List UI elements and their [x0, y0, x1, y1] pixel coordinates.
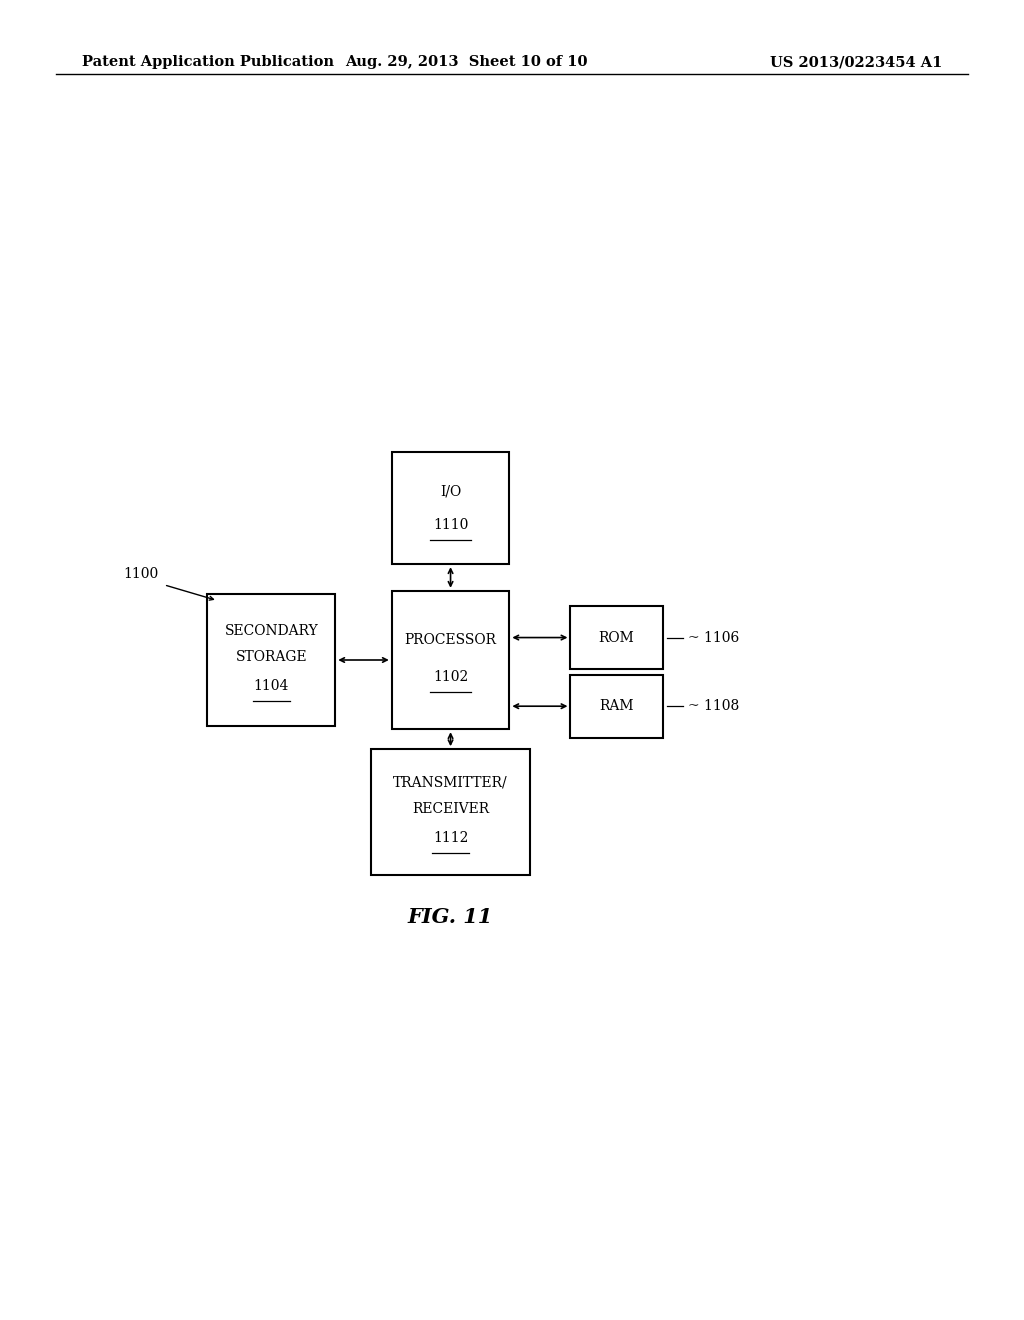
Bar — [570, 675, 663, 738]
Text: US 2013/0223454 A1: US 2013/0223454 A1 — [770, 55, 942, 70]
Bar — [207, 594, 336, 726]
Text: 1102: 1102 — [433, 671, 468, 684]
Text: ~ 1106: ~ 1106 — [688, 631, 739, 644]
Text: Patent Application Publication: Patent Application Publication — [82, 55, 334, 70]
Text: 1100: 1100 — [124, 568, 159, 581]
Text: PROCESSOR: PROCESSOR — [404, 634, 497, 647]
Text: ROM: ROM — [599, 631, 634, 644]
Text: Aug. 29, 2013  Sheet 10 of 10: Aug. 29, 2013 Sheet 10 of 10 — [345, 55, 587, 70]
Text: FIG. 11: FIG. 11 — [408, 907, 494, 928]
Bar — [391, 451, 510, 565]
Text: 1104: 1104 — [254, 680, 289, 693]
Bar — [371, 750, 530, 874]
Bar — [570, 606, 663, 669]
Text: TRANSMITTER/: TRANSMITTER/ — [393, 776, 508, 789]
Text: 1110: 1110 — [433, 519, 468, 532]
Text: RAM: RAM — [599, 700, 634, 713]
Text: RECEIVER: RECEIVER — [412, 803, 489, 816]
Bar — [391, 591, 510, 729]
Text: SECONDARY: SECONDARY — [224, 624, 318, 638]
Text: 1112: 1112 — [433, 832, 468, 845]
Text: I/O: I/O — [440, 484, 461, 498]
Text: STORAGE: STORAGE — [236, 651, 307, 664]
Text: ~ 1108: ~ 1108 — [688, 700, 739, 713]
